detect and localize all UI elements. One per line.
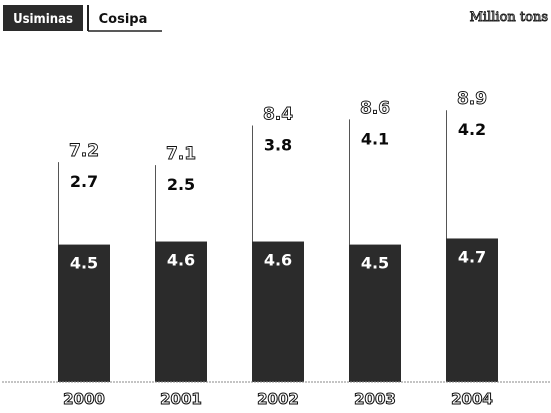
bar-usiminas: [58, 244, 110, 382]
bar-cosipa: [155, 165, 207, 242]
legend: Usiminas Cosipa: [3, 5, 162, 32]
x-tick-label: 2002: [257, 390, 299, 408]
value-label-usiminas: 4.5: [361, 254, 389, 273]
bar-usiminas: [446, 238, 498, 382]
value-label-usiminas: 4.6: [167, 251, 195, 270]
x-tick-label: 2004: [451, 390, 493, 408]
value-label-cosipa: 3.8: [264, 135, 292, 154]
bar-cosipa: [252, 125, 304, 242]
value-label-usiminas: 4.6: [264, 251, 292, 270]
value-label-total: 8.6: [360, 98, 390, 118]
legend-label-usiminas: Usiminas: [13, 12, 73, 27]
value-label-total: 8.4: [263, 104, 293, 124]
bar-usiminas: [155, 241, 207, 382]
x-axis-labels: 2000 2001 2002 2003 2004: [63, 390, 494, 409]
bar-usiminas: [252, 241, 304, 382]
value-label-cosipa: 2.7: [70, 172, 98, 191]
legend-swatch-usiminas: [3, 5, 83, 31]
x-tick-label: 2003: [354, 390, 396, 408]
value-label-cosipa: 4.1: [361, 129, 389, 148]
x-tick-label: 2000: [63, 390, 105, 408]
unit-label: Million tons: [470, 10, 548, 25]
bar-usiminas: [349, 244, 401, 382]
legend-label-cosipa: Cosipa: [99, 12, 148, 27]
bars-group: 4.5 2.7 7.2 4.6 2.5 7.1 4.6 3.8 8.4 4.5 4.1 8.6 4.7 4…: [58, 89, 498, 382]
value-label-cosipa: 2.5: [167, 175, 195, 194]
value-label-cosipa: 4.2: [458, 120, 486, 139]
value-label-usiminas: 4.7: [458, 247, 486, 266]
value-label-total: 8.9: [457, 89, 487, 109]
bar-cosipa: [349, 119, 401, 245]
bar-cosipa: [446, 110, 498, 239]
value-label-usiminas: 4.5: [70, 254, 98, 273]
value-label-total: 7.1: [166, 144, 196, 164]
x-tick-label: 2001: [160, 390, 202, 408]
bar-cosipa: [58, 162, 110, 245]
value-label-total: 7.2: [69, 141, 99, 161]
